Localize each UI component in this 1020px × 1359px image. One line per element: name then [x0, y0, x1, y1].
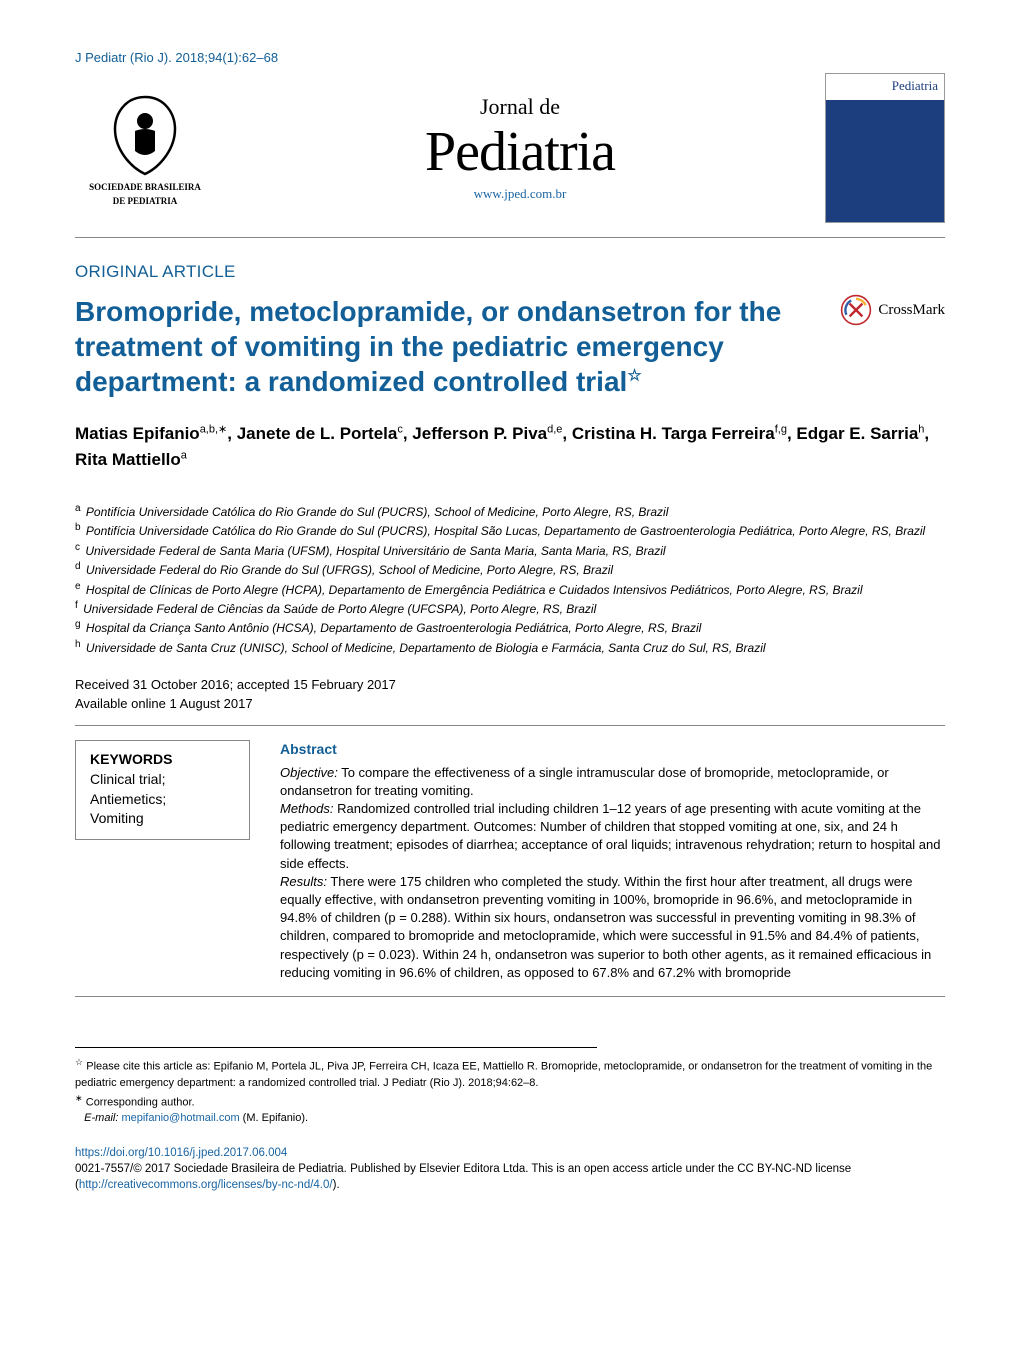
author-6: Rita Mattiello	[75, 450, 181, 469]
keywords-box: KEYWORDS Clinical trial; Antiemetics; Vo…	[75, 740, 250, 840]
abstract-block: KEYWORDS Clinical trial; Antiemetics; Vo…	[75, 725, 945, 997]
cite-text: Please cite this article as: Epifanio M,…	[75, 1061, 932, 1089]
aff-e: Hospital de Clínicas de Porto Alegre (HC…	[86, 583, 863, 597]
journal-cover-thumb: Pediatria	[825, 73, 945, 223]
keyword-1: Clinical trial;	[90, 770, 235, 790]
author-4-aff: f,g	[775, 423, 787, 435]
author-1-aff: a,b,∗	[200, 423, 228, 435]
methods-text: Randomized controlled trial including ch…	[280, 801, 941, 871]
author-4: Cristina H. Targa Ferreira	[572, 424, 775, 443]
abstract-body: Abstract Objective: To compare the effec…	[280, 740, 945, 982]
crossmark-icon	[840, 294, 872, 326]
aff-g: Hospital da Criança Santo Antônio (HCSA)…	[86, 621, 701, 635]
sbp-logo-icon	[90, 89, 200, 179]
author-6-aff: a	[181, 449, 187, 461]
abstract-head: Abstract	[280, 740, 945, 760]
license-link[interactable]: http://creativecommons.org/licenses/by-n…	[79, 1179, 333, 1191]
article-type: ORIGINAL ARTICLE	[75, 262, 945, 282]
objective-label: Objective:	[280, 765, 338, 780]
crossmark-label: CrossMark	[878, 302, 945, 319]
aff-c: Universidade Federal de Santa Maria (UFS…	[85, 544, 665, 558]
aff-b: Pontifícia Universidade Católica do Rio …	[86, 524, 925, 538]
running-head: J Pediatr (Rio J). 2018;94(1):62–68	[75, 50, 945, 65]
author-3: Jefferson P. Piva	[412, 424, 547, 443]
aff-d: Universidade Federal do Rio Grande do Su…	[86, 563, 613, 577]
title-star: ☆	[627, 368, 641, 385]
journal-title-block: Jornal de Pediatria www.jped.com.br	[215, 94, 825, 202]
article-title: Bromopride, metoclopramide, or ondansetr…	[75, 294, 820, 399]
cover-title: Pediatria	[892, 78, 938, 94]
aff-a: Pontifícia Universidade Católica do Rio …	[86, 505, 669, 519]
author-list: Matias Epifanioa,b,∗, Janete de L. Porte…	[75, 421, 945, 472]
society-name-1: SOCIEDADE BRASILEIRA	[89, 183, 201, 193]
author-3-aff: d,e	[547, 423, 562, 435]
society-logo: SOCIEDADE BRASILEIRA DE PEDIATRIA	[75, 89, 215, 207]
email-label: E-mail:	[84, 1112, 121, 1124]
corr-text: Corresponding author.	[83, 1096, 195, 1108]
journal-url-link[interactable]: www.jped.com.br	[215, 186, 825, 202]
email-suffix: (M. Epifanio).	[240, 1112, 308, 1124]
footnote-rule	[75, 1047, 597, 1054]
aff-h: Universidade de Santa Cruz (UNISC), Scho…	[86, 641, 766, 655]
title-text: Bromopride, metoclopramide, or ondansetr…	[75, 296, 781, 397]
footnotes: ☆ Please cite this article as: Epifanio …	[75, 1054, 945, 1127]
keyword-3: Vomiting	[90, 809, 235, 829]
doi-link[interactable]: https://doi.org/10.1016/j.jped.2017.06.0…	[75, 1147, 287, 1159]
copyright-suffix: ).	[333, 1179, 340, 1191]
results-text: There were 175 children who completed th…	[280, 874, 931, 980]
keywords-head: KEYWORDS	[90, 751, 235, 767]
author-2: Janete de L. Portela	[237, 424, 398, 443]
society-name-2: DE PEDIATRIA	[113, 197, 178, 207]
methods-label: Methods:	[280, 801, 333, 816]
cite-star: ☆	[75, 1057, 83, 1067]
crossmark-badge[interactable]: CrossMark	[840, 294, 945, 326]
author-5-aff: h	[918, 423, 924, 435]
corr-star: ∗	[75, 1093, 83, 1103]
author-1: Matias Epifanio	[75, 424, 200, 443]
objective-text: To compare the effectiveness of a single…	[280, 765, 889, 798]
author-2-aff: c	[397, 423, 403, 435]
available-online: Available online 1 August 2017	[75, 696, 945, 711]
received-accepted: Received 31 October 2016; accepted 15 Fe…	[75, 677, 945, 692]
journal-pretitle: Jornal de	[215, 94, 825, 120]
journal-banner: SOCIEDADE BRASILEIRA DE PEDIATRIA Jornal…	[75, 73, 945, 238]
keyword-2: Antiemetics;	[90, 790, 235, 810]
author-5: Edgar E. Sarria	[796, 424, 918, 443]
journal-title: Pediatria	[215, 120, 825, 184]
results-label: Results:	[280, 874, 327, 889]
aff-f: Universidade Federal de Ciências da Saúd…	[83, 602, 596, 616]
affiliations: a Pontifícia Universidade Católica do Ri…	[75, 502, 945, 657]
doi-block: https://doi.org/10.1016/j.jped.2017.06.0…	[75, 1145, 945, 1193]
corr-email-link[interactable]: mepifanio@hotmail.com	[121, 1112, 239, 1124]
